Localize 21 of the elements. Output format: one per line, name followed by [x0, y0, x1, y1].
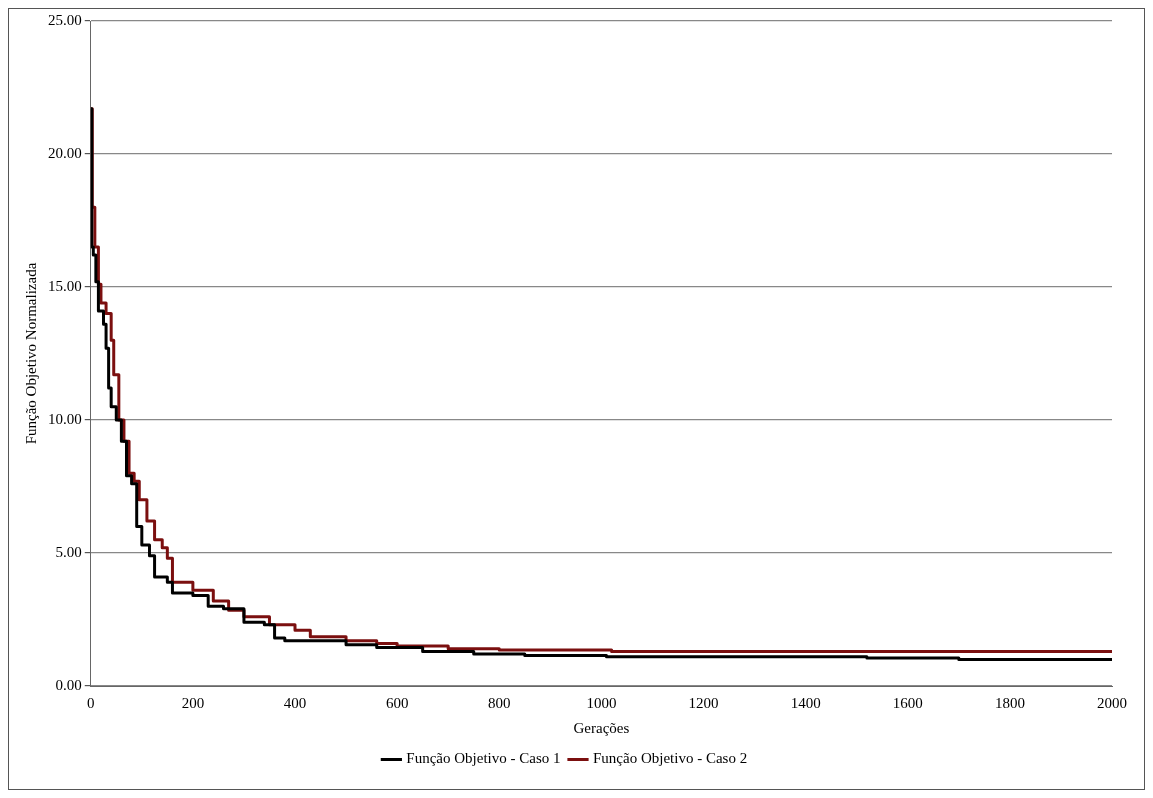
y-tick-label: 5.00 [55, 543, 82, 560]
y-axis-title: Função Objetivo Normalizada [22, 262, 39, 445]
y-tick-label: 15.00 [48, 277, 82, 294]
x-tick-label: 1200 [688, 694, 719, 711]
y-tick-label: 0.00 [55, 676, 82, 693]
x-tick-label: 1000 [586, 694, 617, 711]
x-tick-label: 400 [283, 694, 307, 711]
x-tick-label: 2000 [1097, 694, 1127, 711]
x-tick-label: 1400 [790, 694, 821, 711]
legend-label: Função Objetivo - Caso 2 [593, 750, 748, 767]
x-axis-title: Gerações [573, 719, 630, 736]
y-tick-label: 20.00 [48, 144, 82, 161]
x-tick-label: 800 [488, 694, 511, 711]
x-tick-label: 600 [385, 694, 409, 711]
legend-label: Função Objetivo - Caso 1 [406, 750, 561, 767]
y-tick-label: 10.00 [48, 410, 82, 427]
x-tick-label: 200 [181, 694, 205, 711]
x-tick-label: 1800 [994, 694, 1025, 711]
x-tick-label: 1600 [892, 694, 923, 711]
x-tick-label: 0 [87, 694, 95, 711]
y-tick-label: 25.00 [48, 11, 82, 28]
